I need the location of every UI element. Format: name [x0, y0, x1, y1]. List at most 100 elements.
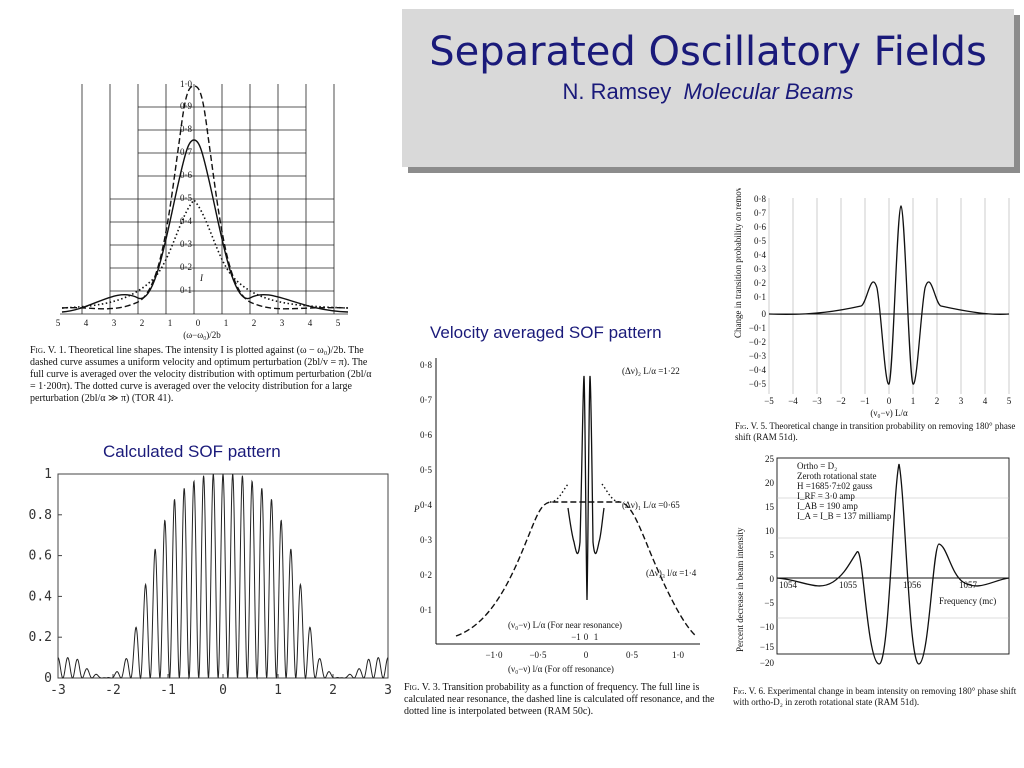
fig-v5-curve — [768, 205, 1010, 385]
fig-v3-full-curve — [567, 375, 605, 601]
sof-envelope-point — [188, 484, 189, 485]
fig-v3-y-tick: 0·7 — [420, 395, 432, 405]
fig-v6-curve — [776, 463, 1010, 665]
sof-y-tick-label: 0.2 — [29, 630, 52, 645]
sof-envelope-point — [181, 490, 182, 491]
fig-v5-y-ticks: 0·8 0·7 0·6 0·5 0·4 0·3 0·2 0·1 0 −0·1 −… — [749, 194, 767, 389]
fig-v3-plot: 0·8 0·7 0·6 0·5 0·4 0·3 0·2 0·1 P (Δν)₂ … — [413, 358, 700, 674]
fig-v1-y-label: I — [199, 273, 204, 283]
sof-envelope-point — [277, 510, 278, 511]
fig-v5-panel: 0·8 0·7 0·6 0·5 0·4 0·3 0·2 0·1 0 −0·1 −… — [733, 188, 1017, 418]
fig-v5-x-tick: −5 — [764, 396, 774, 406]
fig-v5-x-ticks: −5 −4 −3 −2 −1 0 1 2 3 4 5 — [764, 396, 1012, 406]
fig-v1-y-tick: 0·2 — [180, 262, 192, 272]
fig-v1-panel: 1·0 0·9 0·8 0·7 0·6 0·5 0·4 0·3 0·2 0·1 … — [52, 76, 374, 346]
fig-v6-legend-line: I_AB = 190 amp — [797, 501, 858, 511]
fig-v1-y-tick: 0·7 — [180, 147, 192, 157]
fig-v6-caption: Fig. V. 6. Experimental change in beam i… — [733, 686, 1019, 708]
fig-v6-freq-marks: 1054 1055 1056 1057 — [779, 580, 978, 590]
fig-v3-near-tick: −1 — [571, 632, 581, 642]
fig-v6-freq-mark: 1055 — [839, 580, 858, 590]
sof-envelope-point — [305, 606, 306, 607]
sof-envelope-point — [140, 606, 141, 607]
sof-envelope-point — [319, 657, 320, 658]
subtitle-book: Molecular Beams — [683, 79, 854, 104]
fig-v3-y-tick: 0·6 — [420, 430, 432, 440]
fig-v3-off-tick: −1·0 — [485, 650, 503, 660]
fig-v3-near-tick: 1 — [594, 632, 599, 642]
fig-v6-x-label: Frequency (mc) — [939, 596, 996, 606]
fig-v5-x-tick: −1 — [860, 396, 870, 406]
sof-envelope-point — [71, 657, 72, 658]
fig-v6-panel: 25 20 15 10 5 0 −5 −10 −15 −20 Percent d… — [733, 452, 1017, 682]
fig-v3-off-tick: 0 — [584, 650, 589, 660]
fig-v3-annot-2: (Δν)₁ L/α =0·65 — [622, 500, 680, 510]
velocity-averaged-caption: Velocity averaged SOF pattern — [430, 323, 662, 342]
subtitle-author: N. Ramsey — [562, 79, 672, 104]
sof-envelope-point — [243, 475, 244, 476]
fig-v3-off-ticks: −1·0 −0·5 0 0·5 1·0 — [485, 650, 684, 660]
fig-v5-y-tick: 0·6 — [754, 222, 766, 232]
fig-v1-x-label: (ω−ω₀)/2b — [183, 330, 221, 340]
fig-v3-y-tick: 0·4 — [420, 500, 432, 510]
fig-v1-y-tick: 0·8 — [180, 124, 192, 134]
sof-points — [57, 473, 388, 678]
sof-envelope-point — [161, 531, 162, 532]
sof-envelope-point — [271, 498, 272, 499]
fig-v5-y-tick: −0·4 — [749, 365, 767, 375]
sof-envelope-point — [119, 667, 120, 668]
sof-envelope-point — [257, 484, 258, 485]
fig-v6-y-label: Percent decrease in beam intensity — [735, 527, 745, 652]
sof-envelope-point — [326, 667, 327, 668]
fig-v6-y-ticks: 25 20 15 10 5 0 −5 −10 −15 −20 — [760, 454, 775, 668]
fig-v5-caption-body: Theoretical change in transition probabi… — [735, 421, 1016, 442]
fig-v6-legend-line: I_RF = 3·0 amp — [797, 491, 855, 501]
fig-v3-off-label: (ν₀−ν) l/α (For off resonance) — [508, 664, 614, 674]
fig-v1-dashed-curve — [61, 85, 349, 310]
fig-v6-legend-line: I_A = I_B = 137 milliamp — [797, 511, 892, 521]
fig-v5-y-tick: 0·8 — [754, 194, 766, 204]
fig-v6-freq-mark: 1054 — [779, 580, 798, 590]
fig-v6-y-tick: −5 — [764, 598, 774, 608]
calculated-sof-chart: 0 0.2 0.4 0.6 0.8 1 -3 -2 -1 0 1 2 3 — [10, 466, 394, 702]
fig-v3-y-label: P — [413, 504, 420, 514]
slide-title: Separated Oscillatory Fields — [429, 29, 987, 75]
fig-v5-y-tick: 0·7 — [754, 208, 766, 218]
fig-v5-x-tick: 2 — [935, 396, 940, 406]
fig-v3-y-ticks: 0·8 0·7 0·6 0·5 0·4 0·3 0·2 0·1 — [420, 360, 432, 615]
fig-v5-y-tick: −0·1 — [749, 323, 766, 333]
fig-v1-x-tick: 4 — [308, 318, 313, 328]
fig-v1-full-curve — [61, 139, 349, 313]
sof-y-tick-label: 0.4 — [29, 589, 53, 604]
fig-v6-y-tick: 25 — [765, 454, 775, 464]
sof-envelope-point — [133, 637, 134, 638]
sof-y-ticks: 0 0.2 0.4 0.6 0.8 1 — [29, 467, 62, 686]
fig-v6-y-tick: 0 — [770, 574, 775, 584]
fig-v1-caption-lead: Fig. V. 1. — [30, 345, 67, 356]
sof-y-tick-label: 0.6 — [29, 549, 52, 564]
sof-x-ticks: -3 -2 -1 0 1 2 3 — [50, 674, 392, 698]
sof-envelope-point — [147, 575, 148, 576]
fig-v6-grid — [777, 497, 1009, 619]
sof-x-tick-label: -1 — [160, 683, 176, 698]
fig-v6-y-tick: 15 — [765, 502, 775, 512]
fig-v5-x-tick: −4 — [788, 396, 798, 406]
fig-v1-x-tick: 4 — [84, 318, 89, 328]
fig-v6-y-tick: 20 — [765, 478, 775, 488]
fig-v6-plot: 25 20 15 10 5 0 −5 −10 −15 −20 Percent d… — [735, 454, 1010, 668]
fig-v1-x-ticks: 5 4 3 2 1 0 1 2 3 4 5 — [56, 318, 341, 328]
fig-v5-y-tick: 0·3 — [754, 264, 766, 274]
sof-envelope-point — [353, 671, 354, 672]
fig-v1-y-ticks: 1·0 0·9 0·8 0·7 0·6 0·5 0·4 0·3 0·2 0·1 — [180, 79, 192, 295]
sof-envelope-point — [64, 657, 65, 658]
fig-v1-x-tick: 2 — [140, 318, 145, 328]
fig-v6-frame — [776, 457, 1010, 655]
fig-v6-legend-line: Zeroth rotational state — [797, 471, 876, 481]
fig-v1-y-tick: 0·3 — [180, 239, 192, 249]
fig-v6-legend-line: Ortho = D₂ — [797, 461, 837, 471]
fig-v5-grid — [768, 198, 1010, 394]
fig-v5-y-tick: −0·5 — [749, 379, 767, 389]
fig-v6-legend: Ortho = D₂ Zeroth rotational state H =16… — [797, 461, 892, 521]
sof-frame — [57, 473, 389, 679]
fig-v1-x-tick: 5 — [336, 318, 341, 328]
